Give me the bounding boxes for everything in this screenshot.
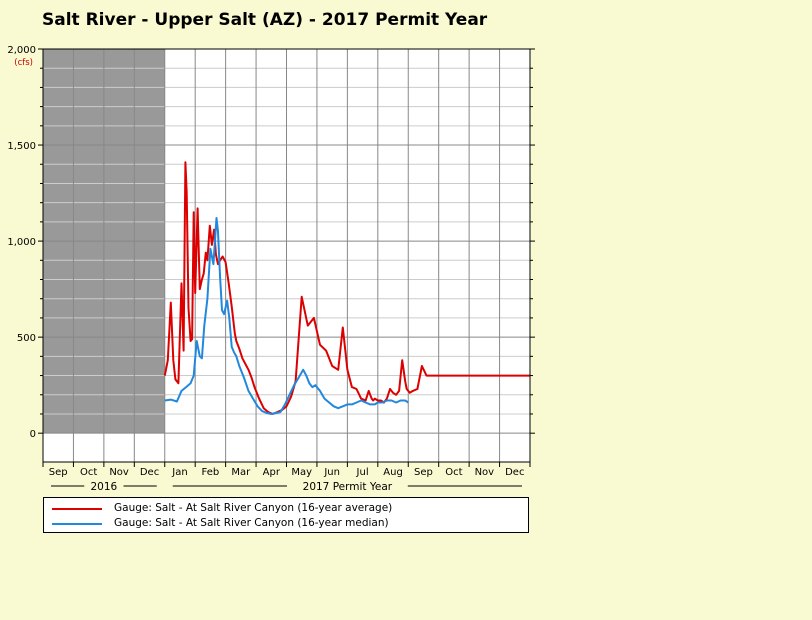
y-tick-label: 2,000 [7,45,36,56]
series-median-line [164,217,409,415]
x-tick-label: Jul [356,467,369,478]
x-tick-label: Dec [140,467,159,478]
x-tick-label: Aug [383,467,403,478]
grid-lines [43,48,530,462]
legend-label-median: Gauge: Salt - At Salt River Canyon (16-y… [114,517,389,529]
y-tick-label: 1,000 [7,237,36,248]
y-tick-label: 1,500 [7,141,36,152]
y-tick-label: 500 [17,333,36,344]
year-label: 2017 Permit Year [303,481,393,493]
x-tick-label: May [291,467,312,478]
x-tick-label: Oct [445,467,462,478]
x-tick-label: Oct [80,467,97,478]
legend: Gauge: Salt - At Salt River Canyon (16-y… [43,497,529,533]
legend-swatch-median [52,523,102,525]
chart-title: Salt River - Upper Salt (AZ) - 2017 Perm… [42,10,488,30]
x-tick-label: Nov [475,467,495,478]
y-tick-label: 0 [30,429,36,440]
x-tick-label: Nov [109,467,129,478]
x-tick-label: Sep [49,467,68,478]
y-axis-unit: (cfs) [14,58,33,68]
year-label: 2016 [91,481,118,493]
series-average-line [163,161,530,415]
x-tick-label: Mar [231,467,251,478]
x-tick-label: Dec [505,467,524,478]
x-tick-label: Sep [414,467,433,478]
x-tick-label: Apr [263,467,281,478]
x-tick-label: Jun [323,467,340,478]
x-tick-label: Jan [171,467,187,478]
y-axis: 0 500 1,000 1,500 2,000 (cfs) [7,45,535,440]
x-axis: Sep Oct Nov Dec Jan Feb Mar Apr May Jun Jul Aug Sep O… [42,462,531,493]
series-layer [163,161,530,415]
chart-canvas: 0 500 1,000 1,500 2,000 (cfs) Sep Oct Nov Dec Jan… [7,45,535,493]
legend-swatch-average [52,508,102,510]
legend-label-average: Gauge: Salt - At Salt River Canyon (16-y… [114,502,393,514]
x-tick-label: Feb [202,467,220,478]
